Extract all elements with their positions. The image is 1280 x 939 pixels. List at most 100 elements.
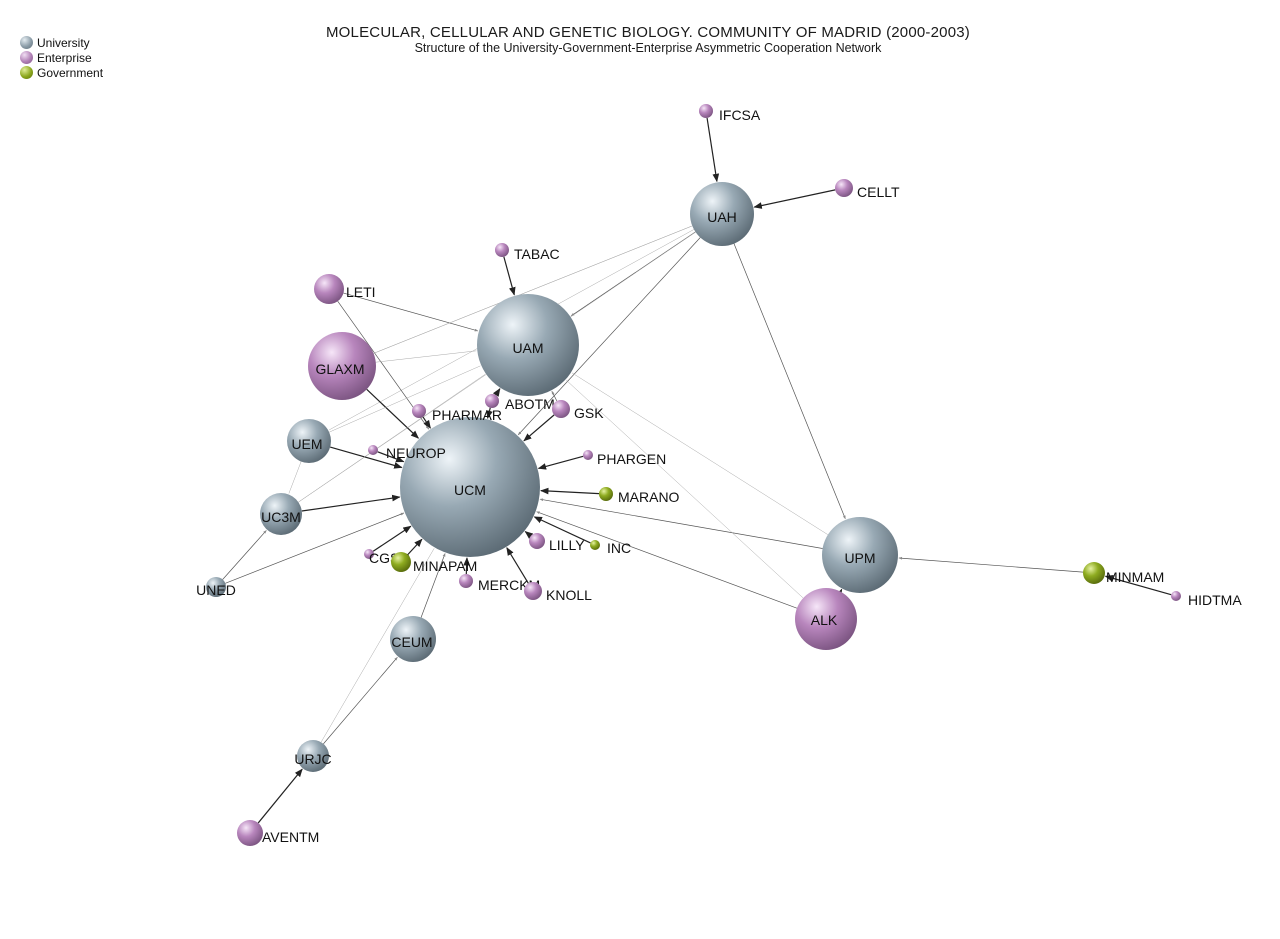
government-legend-icon	[20, 66, 33, 79]
edge-ifcsa-uah	[706, 117, 720, 183]
edge-lilly-ucm	[524, 531, 534, 539]
node-uc3m: UC3M	[260, 493, 302, 535]
edge-uem-uc3m	[288, 461, 302, 494]
node-circle-phargen	[583, 450, 593, 460]
edge-cellt-uah	[753, 189, 836, 209]
edge-glaxm-uam	[375, 350, 477, 363]
legend-label-government: Government	[37, 65, 104, 80]
chart-title: MOLECULAR, CELLULAR AND GENETIC BIOLOGY.…	[325, 24, 970, 41]
node-tabac: TABAC	[495, 243, 560, 262]
node-upm: UPM	[822, 517, 898, 593]
node-pharmar: PHARMAR	[412, 404, 502, 423]
node-circle-glaxm	[308, 332, 376, 400]
node-label-uc3m: UC3M	[261, 509, 301, 525]
node-neurop: NEUROP	[368, 445, 446, 461]
node-minapam: MINAPAM	[391, 552, 477, 574]
edge-abotm-ucm	[486, 407, 493, 420]
node-marano: MARANO	[599, 487, 680, 505]
edge-uah-ucm	[517, 237, 701, 436]
edge-pharmar-ucm	[422, 416, 431, 429]
legend-item-government: Government	[20, 65, 103, 80]
edge-phargen-ucm	[537, 455, 584, 470]
node-label-inc: INC	[607, 540, 631, 556]
node-circle-pharmar	[412, 404, 426, 418]
node-uam: UAM	[477, 294, 579, 396]
node-label-uah: UAH	[707, 209, 737, 225]
legend: University Enterprise Government	[20, 35, 103, 80]
node-circle-ceum	[390, 616, 436, 662]
node-label-uam: UAM	[512, 340, 543, 356]
node-uah: UAH	[690, 182, 754, 246]
edge-urjc-ceum	[323, 656, 398, 745]
legend-label-enterprise: Enterprise	[37, 50, 92, 65]
node-label-leti: LETI	[346, 284, 376, 300]
node-phargen: PHARGEN	[583, 450, 666, 467]
node-label-abotm: ABOTM	[505, 396, 555, 412]
node-label-neurop: NEUROP	[386, 445, 446, 461]
edge-hidtma-minmam	[1104, 575, 1172, 596]
node-label-hidtma: HIDTMA	[1188, 592, 1242, 608]
node-circle-lilly	[529, 533, 545, 549]
node-circle-abotm	[485, 394, 499, 408]
node-label-alk: ALK	[811, 612, 838, 628]
edge-neurop-ucm	[377, 451, 405, 463]
edge-uah-upm	[733, 243, 846, 520]
edge-leti-uam	[343, 292, 479, 332]
node-circle-tabac	[495, 243, 509, 257]
node-label-minmam: MINMAM	[1106, 569, 1164, 585]
node-label-lilly: LILLY	[549, 537, 585, 553]
edge-inc-ucm	[533, 516, 591, 544]
node-circle-cgso	[364, 549, 374, 559]
node-circle-neurop	[368, 445, 378, 455]
edge-uc3m-uam	[298, 374, 486, 503]
node-circle-gsk	[552, 400, 570, 418]
node-label-cellt: CELLT	[857, 184, 900, 200]
node-knoll: KNOLL	[524, 582, 592, 603]
node-circle-minmam	[1083, 562, 1105, 584]
node-label-upm: UPM	[844, 550, 875, 566]
edge-upm-ucm	[539, 498, 823, 549]
edge-uc3m-ucm	[301, 494, 401, 512]
node-ifcsa: IFCSA	[699, 104, 761, 123]
node-circle-leti	[314, 274, 344, 304]
node-label-aventm: AVENTM	[262, 829, 319, 845]
node-circle-merckm	[459, 574, 473, 588]
node-label-minapam: MINAPAM	[413, 558, 477, 574]
edge-upm-uam	[571, 372, 829, 535]
edge-uned-uc3m	[222, 530, 267, 580]
edge-tabac-uam	[503, 256, 516, 296]
edge-marano-ucm	[540, 487, 600, 495]
node-circle-uc3m	[260, 493, 302, 535]
legend-item-enterprise: Enterprise	[20, 50, 103, 65]
edge-ceum-ucm	[420, 553, 446, 618]
node-gsk: GSK	[552, 400, 604, 421]
node-lilly: LILLY	[529, 533, 585, 553]
node-circle-ucm	[400, 417, 540, 557]
node-circle-hidtma	[1171, 591, 1181, 601]
node-circle-minapam	[391, 552, 411, 572]
node-label-uem: UEM	[291, 436, 322, 452]
node-label-ifcsa: IFCSA	[719, 107, 761, 123]
edge-uned-ucm	[225, 512, 405, 584]
edge-cgso-ucm	[372, 525, 412, 552]
node-inc: INC	[590, 540, 631, 556]
node-circle-uem	[287, 419, 331, 463]
node-circle-marano	[599, 487, 613, 501]
edge-aventm-urjc	[257, 768, 303, 824]
node-circle-inc	[590, 540, 600, 550]
edge-minmam-upm	[898, 556, 1084, 573]
edge-uem-uam	[329, 365, 481, 433]
node-label-ceum: CEUM	[391, 634, 432, 650]
node-circle-alk	[795, 588, 857, 650]
node-label-urjc: URJC	[294, 751, 331, 767]
node-hidtma: HIDTMA	[1171, 591, 1242, 608]
node-circle-upm	[822, 517, 898, 593]
node-glaxm: GLAXM	[308, 332, 376, 400]
node-label-marano: MARANO	[618, 489, 680, 505]
node-label-gsk: GSK	[574, 405, 604, 421]
edge-glaxm-ucm	[366, 388, 420, 439]
node-label-phargen: PHARGEN	[597, 451, 666, 467]
node-alk: ALK	[795, 588, 857, 650]
nodes-layer: UCM UAM UAH UPM UEM UC3M UNED CEUM URJC GLAXM LETI…	[196, 104, 1242, 846]
node-circle-knoll	[524, 582, 542, 600]
